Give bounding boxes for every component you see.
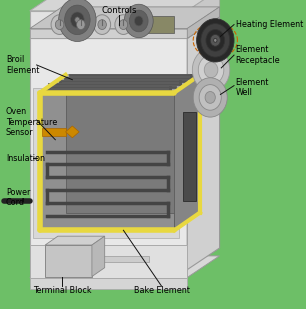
Text: Insulation: Insulation bbox=[6, 154, 45, 163]
Circle shape bbox=[204, 62, 218, 78]
Polygon shape bbox=[30, 17, 220, 38]
Polygon shape bbox=[187, 0, 220, 38]
Circle shape bbox=[51, 15, 68, 34]
Circle shape bbox=[214, 38, 217, 42]
Circle shape bbox=[75, 17, 80, 23]
Text: Element
Well: Element Well bbox=[236, 78, 269, 97]
Polygon shape bbox=[187, 17, 220, 270]
Circle shape bbox=[59, 0, 96, 41]
Polygon shape bbox=[30, 256, 220, 277]
Polygon shape bbox=[45, 245, 92, 277]
Circle shape bbox=[71, 12, 84, 28]
Polygon shape bbox=[45, 236, 105, 245]
Circle shape bbox=[94, 15, 111, 34]
Circle shape bbox=[201, 23, 230, 57]
Polygon shape bbox=[30, 245, 187, 277]
Circle shape bbox=[119, 20, 128, 30]
Circle shape bbox=[210, 34, 220, 46]
Circle shape bbox=[199, 85, 221, 110]
Circle shape bbox=[206, 30, 225, 51]
Circle shape bbox=[198, 55, 224, 85]
Circle shape bbox=[98, 20, 106, 30]
Polygon shape bbox=[30, 11, 187, 38]
Polygon shape bbox=[30, 28, 187, 38]
Circle shape bbox=[192, 48, 230, 91]
Polygon shape bbox=[40, 75, 200, 92]
Text: Bake Element: Bake Element bbox=[134, 286, 190, 295]
Text: Oven
Temperature
Sensor: Oven Temperature Sensor bbox=[6, 107, 57, 137]
Circle shape bbox=[196, 19, 234, 62]
Circle shape bbox=[124, 4, 153, 38]
Text: Heating Element: Heating Element bbox=[236, 20, 303, 29]
Polygon shape bbox=[30, 38, 187, 270]
Polygon shape bbox=[65, 75, 200, 213]
Text: Controls: Controls bbox=[101, 6, 137, 15]
Circle shape bbox=[134, 16, 143, 26]
Circle shape bbox=[193, 78, 227, 117]
Text: Terminal Block: Terminal Block bbox=[33, 286, 91, 295]
Bar bbox=[42, 128, 65, 136]
Text: Power
Cord: Power Cord bbox=[6, 188, 30, 208]
Circle shape bbox=[205, 91, 215, 103]
Circle shape bbox=[65, 5, 90, 35]
Polygon shape bbox=[30, 277, 187, 289]
Text: Broil
Element: Broil Element bbox=[6, 55, 39, 75]
Text: Element
Receptacle: Element Receptacle bbox=[236, 45, 280, 65]
Polygon shape bbox=[30, 0, 220, 11]
Polygon shape bbox=[33, 87, 179, 238]
Circle shape bbox=[129, 10, 148, 32]
Circle shape bbox=[72, 15, 89, 34]
Circle shape bbox=[76, 20, 85, 30]
Polygon shape bbox=[40, 92, 174, 230]
Polygon shape bbox=[65, 126, 79, 138]
Polygon shape bbox=[92, 236, 105, 277]
Polygon shape bbox=[174, 75, 200, 230]
Bar bbox=[64, 256, 149, 262]
Circle shape bbox=[55, 20, 64, 30]
Polygon shape bbox=[187, 7, 220, 38]
Circle shape bbox=[115, 15, 132, 34]
Polygon shape bbox=[30, 7, 220, 28]
Bar bbox=[136, 16, 174, 33]
Bar bbox=[183, 112, 196, 201]
